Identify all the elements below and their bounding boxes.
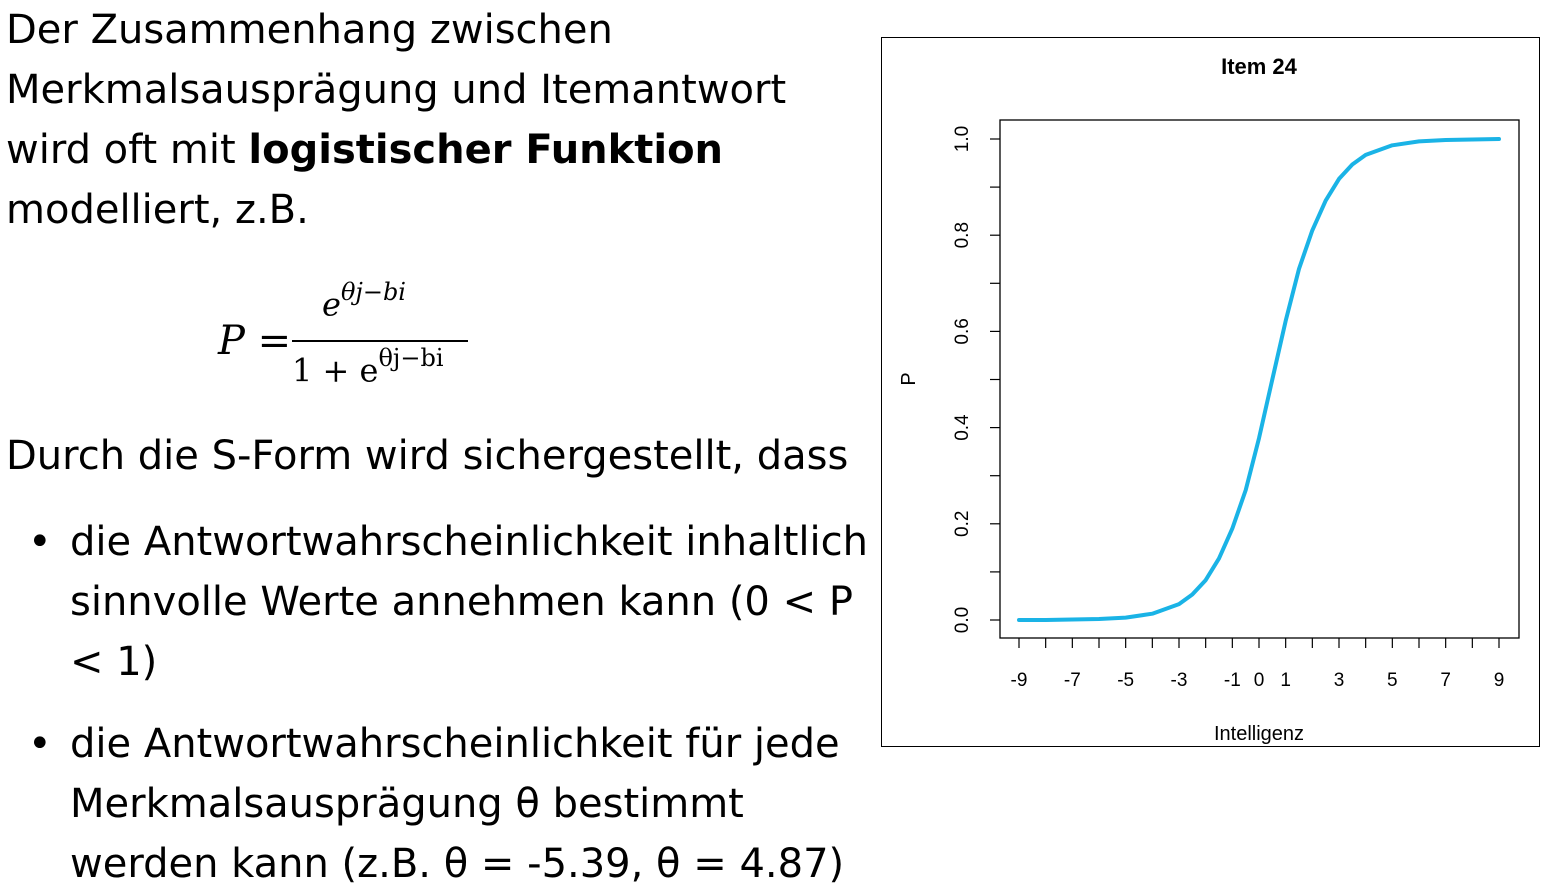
plot-box: [999, 119, 1520, 639]
x-tick-label: 9: [1494, 670, 1505, 691]
x-axis-label: Intelligenz: [1214, 723, 1304, 745]
y-tick-label: 0.6: [952, 318, 973, 344]
x-tick-label: 5: [1387, 670, 1398, 691]
formula-denominator: 1 + eθj−bi: [292, 344, 444, 390]
bullet-text-1: die Antwortwahrscheinlichkeit inhaltlich…: [70, 519, 868, 685]
bullet-list: • die Antwortwahrscheinlichkeit inhaltlic…: [6, 512, 876, 894]
x-tick-label: -3: [1171, 670, 1188, 691]
bullet-dot-icon: •: [28, 519, 52, 565]
formula-exponent: θj−bi: [340, 278, 406, 306]
x-tick-label: -7: [1064, 670, 1081, 691]
y-axis: 0.0 0.2 0.4 0.6 0.8 1.0: [952, 126, 1000, 633]
intro-paragraph: Der Zusammenhang zwischen Merkmalsausprä…: [6, 0, 876, 240]
x-tick-label: -9: [1011, 670, 1028, 691]
chart-figure: Item 24 0.0 0.2 0.4 0.6 0.8 1.0 -9 -7 -5 -3 -1 0 1 3…: [881, 37, 1540, 747]
fraction-bar: [292, 340, 468, 342]
series-line: [1017, 137, 1501, 622]
y-tick-label: 0.4: [952, 414, 973, 441]
y-tick-label: 1.0: [952, 126, 973, 152]
intro-line-4: modelliert, z.B.: [6, 187, 309, 233]
x-tick-label: 1: [1280, 670, 1291, 691]
formula-numerator: eθj−bi: [322, 278, 406, 324]
intro-line-1: Der Zusammenhang zwischen: [6, 7, 613, 53]
item-characteristic-chart: Item 24 0.0 0.2 0.4 0.6 0.8 1.0 -9 -7 -5 -3 -1 0 1 3…: [898, 54, 1520, 745]
durch-sentence: Durch die S-Form wird sichergestellt, da…: [6, 433, 849, 479]
formula-lhs: P =: [218, 318, 292, 364]
series-layer: [1017, 137, 1501, 622]
x-tick-label: 0: [1254, 670, 1265, 691]
x-tick-label: -1: [1224, 670, 1241, 691]
y-tick-label: 0.2: [952, 511, 973, 537]
x-tick-label: -5: [1117, 670, 1134, 691]
y-axis-label: P: [898, 372, 920, 385]
formula-den-exponent: θj−bi: [378, 344, 444, 372]
y-tick-label: 0.0: [952, 607, 973, 633]
chart-title: Item 24: [1221, 54, 1298, 79]
x-axis: -9 -7 -5 -3 -1 0 1 3 5 7 9: [1011, 638, 1505, 691]
intro-bold-term: logistischer Funktion: [248, 127, 724, 173]
y-tick-label: 0.8: [952, 222, 973, 248]
x-tick-label: 7: [1440, 670, 1451, 691]
bullet-item-2: • die Antwortwahrscheinlichkeit für jede …: [6, 714, 876, 894]
bullet-text-2: die Antwortwahrscheinlichkeit für jede M…: [70, 721, 845, 887]
bullet-item-1: • die Antwortwahrscheinlichkeit inhaltlic…: [6, 512, 876, 692]
bullet-dot-icon: •: [28, 721, 52, 767]
intro-line-3: wird oft mit: [6, 127, 249, 173]
intro-line-2: Merkmalsausprägung und Itemantwort: [6, 67, 787, 113]
x-tick-label: 3: [1334, 670, 1345, 691]
